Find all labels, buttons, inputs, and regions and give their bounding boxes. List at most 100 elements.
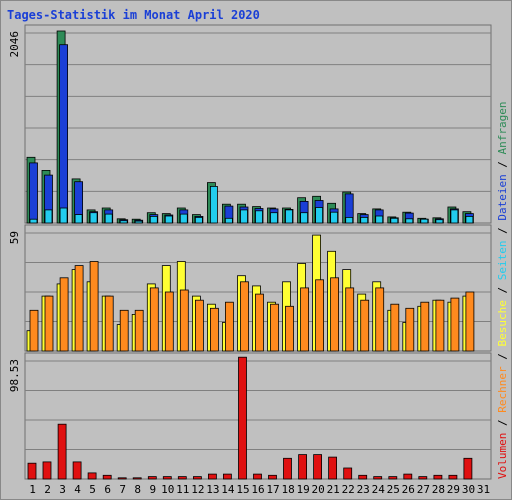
bar-seiten-day-2 [44,209,53,224]
bar-volumen-day-19 [298,454,308,480]
bar-volumen-day-5 [87,472,97,480]
bar-seiten-day-20 [315,207,324,224]
bar-seiten-day-12 [194,216,203,224]
bar-volumen-day-3 [57,423,67,480]
bar-seiten-day-9 [149,215,158,224]
bar-rechner-day-7 [119,309,129,352]
bar-rechner-day-12 [194,299,204,352]
x-tick-label: 17 [266,483,279,496]
bar-rechner-day-28 [435,299,445,352]
bar-seiten-day-17 [270,212,278,224]
bar-rechner-day-26 [405,307,415,352]
legend-rechner: Rechner [496,366,509,413]
bar-volumen-day-16 [253,473,262,480]
panel-background [24,352,492,480]
x-tick-label: 13 [206,483,219,496]
x-tick-label: 5 [89,483,96,496]
bar-rechner-day-1 [29,309,39,352]
bar-rechner-day-14 [224,301,234,352]
bar-volumen-day-17 [268,474,277,480]
bar-seiten-day-6 [104,213,113,224]
bar-rechner-day-11 [179,289,189,352]
bar-dateien-day-1 [29,162,38,224]
legend-separator: / [496,347,509,367]
bar-rechner-day-3 [59,277,69,352]
bar-seiten-day-26 [405,218,414,224]
bar-volumen-day-28 [433,474,443,480]
bar-seiten-day-21 [330,211,339,224]
bar-rechner-day-4 [74,265,84,352]
bar-volumen-day-26 [403,473,413,480]
bar-volumen-day-7 [117,477,127,480]
bar-seiten-day-15 [240,209,248,224]
bar-volumen-day-4 [72,461,82,480]
x-tick-label: 8 [134,483,141,496]
bar-seiten-day-28 [435,219,444,224]
bar-seiten-day-11 [179,213,188,224]
bar-volumen-day-25 [388,476,398,480]
bar-rechner-day-2 [44,295,54,352]
x-tick-label: 27 [417,483,430,496]
bar-volumen-day-9 [147,476,157,480]
bar-seiten-day-14 [224,217,233,224]
bar-volumen-day-14 [222,473,232,480]
bar-volumen-day-29 [448,474,458,480]
vertical-legend: Volumen / Rechner / Besuche / Seiten / D… [496,101,509,479]
x-tick-label: 19 [296,483,309,496]
bar-seiten-day-23 [360,216,369,224]
legend-text: Volumen / Rechner / Besuche / Seiten / D… [496,101,509,479]
bar-volumen-day-8 [132,477,142,480]
bar-seiten-day-18 [285,209,293,224]
bar-seiten-day-27 [420,218,429,224]
x-axis-ticks: 1 2 3 4 5 6 7 8 9 10 11 12 13 14 15 16 17 18 19 20 21 22 23 24 2… [29,483,490,496]
y-axis-max-label: 2046 [8,31,21,58]
x-tick-label: 28 [432,483,445,496]
y-axis-max-label: 98.53 [8,359,21,392]
bar-dateien-day-3 [59,44,68,224]
bar-seiten-day-13 [209,185,218,224]
x-tick-label: 21 [327,483,340,496]
bar-seiten-day-5 [89,212,98,224]
bar-volumen-day-22 [343,467,353,480]
bar-rechner-day-13 [209,307,219,352]
bar-rechner-day-30 [465,291,475,352]
bar-volumen-day-30 [463,457,473,480]
bar-seiten-day-30 [465,215,474,224]
legend-separator: / [496,413,509,433]
x-tick-label: 20 [311,483,324,496]
bar-volumen-day-18 [283,457,292,480]
bar-rechner-day-27 [420,301,430,352]
bar-volumen-day-6 [102,474,112,480]
bar-seiten-day-4 [74,214,83,224]
x-tick-label: 10 [161,483,174,496]
bar-volumen-day-15 [238,356,247,480]
bar-volumen-day-20 [313,454,323,480]
bar-rechner-day-9 [149,287,159,352]
x-tick-label: 30 [462,483,475,496]
panel-top: 2046 [8,24,492,224]
bar-seiten-day-8 [134,220,143,224]
x-tick-label: 15 [236,483,249,496]
legend-anfragen: Anfragen [496,101,509,154]
bar-rechner-day-6 [104,295,114,352]
bar-volumen-day-1 [27,462,37,480]
bar-volumen-day-12 [192,476,202,480]
legend-separator: / [496,154,509,174]
bar-rechner-day-10 [164,291,174,352]
bar-seiten-day-25 [390,217,399,224]
bar-seiten-day-7 [119,220,128,224]
panel-bottom: 98.53 [8,352,492,480]
bar-volumen-day-2 [42,461,52,480]
x-tick-label: 23 [357,483,370,496]
chart-panels: 2046 59 98.53 [8,24,492,480]
bar-rechner-day-24 [375,287,385,352]
panel-middle: 59 [8,224,492,352]
x-tick-label: 29 [447,483,460,496]
bar-seiten-day-22 [345,216,354,224]
bar-rechner-day-25 [390,303,400,352]
bar-rechner-day-17 [270,303,279,352]
y-axis-max-label: 59 [8,231,21,244]
bar-rechner-day-18 [285,305,294,352]
bar-seiten-day-1 [29,218,38,224]
